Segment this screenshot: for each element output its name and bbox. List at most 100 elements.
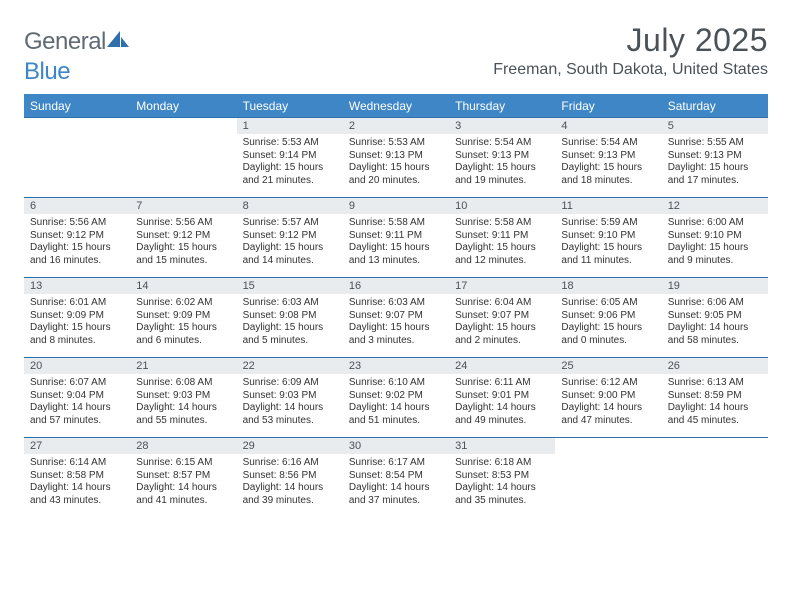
day-line: Sunrise: 6:00 AM (668, 217, 762, 230)
day-line: Sunset: 9:04 PM (30, 390, 124, 403)
day-line: and 57 minutes. (30, 415, 124, 428)
day-body: Sunrise: 6:12 AMSunset: 9:00 PMDaylight:… (555, 374, 661, 437)
day-line: Sunset: 9:11 PM (455, 230, 549, 243)
day-body: Sunrise: 6:04 AMSunset: 9:07 PMDaylight:… (449, 294, 555, 357)
day-line: Sunset: 9:08 PM (243, 310, 337, 323)
day-number: 4 (555, 118, 661, 134)
day-line: Sunset: 9:09 PM (136, 310, 230, 323)
day-line: Sunrise: 6:09 AM (243, 377, 337, 390)
day-line: and 0 minutes. (561, 335, 655, 348)
day-line: Sunrise: 6:15 AM (136, 457, 230, 470)
day-line: Daylight: 15 hours (561, 242, 655, 255)
day-cell: 10Sunrise: 5:58 AMSunset: 9:11 PMDayligh… (449, 198, 555, 278)
day-body: Sunrise: 5:53 AMSunset: 9:14 PMDaylight:… (237, 134, 343, 197)
day-number: 20 (24, 358, 130, 374)
day-cell: 13Sunrise: 6:01 AMSunset: 9:09 PMDayligh… (24, 278, 130, 358)
day-line: Sunset: 9:10 PM (668, 230, 762, 243)
day-line: Sunset: 9:13 PM (668, 150, 762, 163)
day-cell: 21Sunrise: 6:08 AMSunset: 9:03 PMDayligh… (130, 358, 236, 438)
day-body: Sunrise: 6:10 AMSunset: 9:02 PMDaylight:… (343, 374, 449, 437)
day-number: 1 (237, 118, 343, 134)
week-row: 1Sunrise: 5:53 AMSunset: 9:14 PMDaylight… (24, 118, 768, 198)
day-body (555, 442, 661, 502)
day-body: Sunrise: 6:15 AMSunset: 8:57 PMDaylight:… (130, 454, 236, 517)
day-body: Sunrise: 5:53 AMSunset: 9:13 PMDaylight:… (343, 134, 449, 197)
day-line: Daylight: 15 hours (455, 162, 549, 175)
day-body: Sunrise: 6:03 AMSunset: 9:08 PMDaylight:… (237, 294, 343, 357)
day-line: and 35 minutes. (455, 495, 549, 508)
day-line: Daylight: 14 hours (136, 402, 230, 415)
day-body: Sunrise: 6:08 AMSunset: 9:03 PMDaylight:… (130, 374, 236, 437)
day-line: Sunset: 9:00 PM (561, 390, 655, 403)
day-number: 6 (24, 198, 130, 214)
day-line: Sunrise: 6:05 AM (561, 297, 655, 310)
day-number: 29 (237, 438, 343, 454)
day-line: Sunrise: 5:54 AM (455, 137, 549, 150)
day-line: Sunrise: 5:58 AM (349, 217, 443, 230)
day-line: Daylight: 15 hours (561, 162, 655, 175)
day-line: Sunrise: 6:13 AM (668, 377, 762, 390)
day-line: and 39 minutes. (243, 495, 337, 508)
weekday-header: Thursday (449, 95, 555, 118)
day-line: and 55 minutes. (136, 415, 230, 428)
day-line: Sunrise: 6:02 AM (136, 297, 230, 310)
day-cell: 3Sunrise: 5:54 AMSunset: 9:13 PMDaylight… (449, 118, 555, 198)
day-cell: 18Sunrise: 6:05 AMSunset: 9:06 PMDayligh… (555, 278, 661, 358)
day-body: Sunrise: 5:58 AMSunset: 9:11 PMDaylight:… (343, 214, 449, 277)
day-body: Sunrise: 6:18 AMSunset: 8:53 PMDaylight:… (449, 454, 555, 517)
day-line: Sunset: 9:07 PM (349, 310, 443, 323)
day-line: and 53 minutes. (243, 415, 337, 428)
day-body: Sunrise: 5:54 AMSunset: 9:13 PMDaylight:… (449, 134, 555, 197)
day-cell: 4Sunrise: 5:54 AMSunset: 9:13 PMDaylight… (555, 118, 661, 198)
day-cell (130, 118, 236, 198)
day-line: Daylight: 15 hours (349, 322, 443, 335)
day-line: and 16 minutes. (30, 255, 124, 268)
weekday-header: Monday (130, 95, 236, 118)
day-cell: 19Sunrise: 6:06 AMSunset: 9:05 PMDayligh… (662, 278, 768, 358)
day-line: Sunset: 9:09 PM (30, 310, 124, 323)
day-cell: 7Sunrise: 5:56 AMSunset: 9:12 PMDaylight… (130, 198, 236, 278)
day-number: 13 (24, 278, 130, 294)
header: GeneralBlue July 2025 Freeman, South Dak… (24, 22, 768, 86)
day-line: Sunset: 8:56 PM (243, 470, 337, 483)
day-number: 14 (130, 278, 236, 294)
day-line: Sunrise: 6:03 AM (243, 297, 337, 310)
title-block: July 2025 Freeman, South Dakota, United … (493, 22, 768, 79)
day-line: Sunrise: 6:16 AM (243, 457, 337, 470)
day-line: Sunset: 8:58 PM (30, 470, 124, 483)
day-number: 15 (237, 278, 343, 294)
day-line: Sunrise: 5:56 AM (136, 217, 230, 230)
day-line: Sunrise: 5:57 AM (243, 217, 337, 230)
day-line: Sunrise: 6:17 AM (349, 457, 443, 470)
day-number: 19 (662, 278, 768, 294)
day-line: Daylight: 15 hours (243, 242, 337, 255)
day-line: and 37 minutes. (349, 495, 443, 508)
day-body: Sunrise: 6:01 AMSunset: 9:09 PMDaylight:… (24, 294, 130, 357)
day-line: Daylight: 14 hours (455, 402, 549, 415)
logo-sail-icon (107, 28, 129, 56)
day-line: Daylight: 14 hours (349, 482, 443, 495)
day-line: Sunrise: 6:18 AM (455, 457, 549, 470)
day-cell: 17Sunrise: 6:04 AMSunset: 9:07 PMDayligh… (449, 278, 555, 358)
day-line: Daylight: 14 hours (243, 402, 337, 415)
day-body: Sunrise: 5:54 AMSunset: 9:13 PMDaylight:… (555, 134, 661, 197)
calendar-page: GeneralBlue July 2025 Freeman, South Dak… (0, 0, 792, 517)
day-line: and 11 minutes. (561, 255, 655, 268)
day-line: Sunrise: 5:59 AM (561, 217, 655, 230)
day-cell: 8Sunrise: 5:57 AMSunset: 9:12 PMDaylight… (237, 198, 343, 278)
day-number: 28 (130, 438, 236, 454)
day-body: Sunrise: 6:09 AMSunset: 9:03 PMDaylight:… (237, 374, 343, 437)
day-line: Sunrise: 6:03 AM (349, 297, 443, 310)
day-body: Sunrise: 6:00 AMSunset: 9:10 PMDaylight:… (662, 214, 768, 277)
day-cell: 24Sunrise: 6:11 AMSunset: 9:01 PMDayligh… (449, 358, 555, 438)
day-line: Sunrise: 6:14 AM (30, 457, 124, 470)
location-subtitle: Freeman, South Dakota, United States (493, 61, 768, 79)
day-body: Sunrise: 5:57 AMSunset: 9:12 PMDaylight:… (237, 214, 343, 277)
weekday-header: Saturday (662, 95, 768, 118)
day-line: Sunrise: 6:07 AM (30, 377, 124, 390)
weekday-header: Friday (555, 95, 661, 118)
day-line: Sunset: 9:12 PM (243, 230, 337, 243)
day-line: and 49 minutes. (455, 415, 549, 428)
day-line: Daylight: 15 hours (561, 322, 655, 335)
day-body: Sunrise: 6:17 AMSunset: 8:54 PMDaylight:… (343, 454, 449, 517)
